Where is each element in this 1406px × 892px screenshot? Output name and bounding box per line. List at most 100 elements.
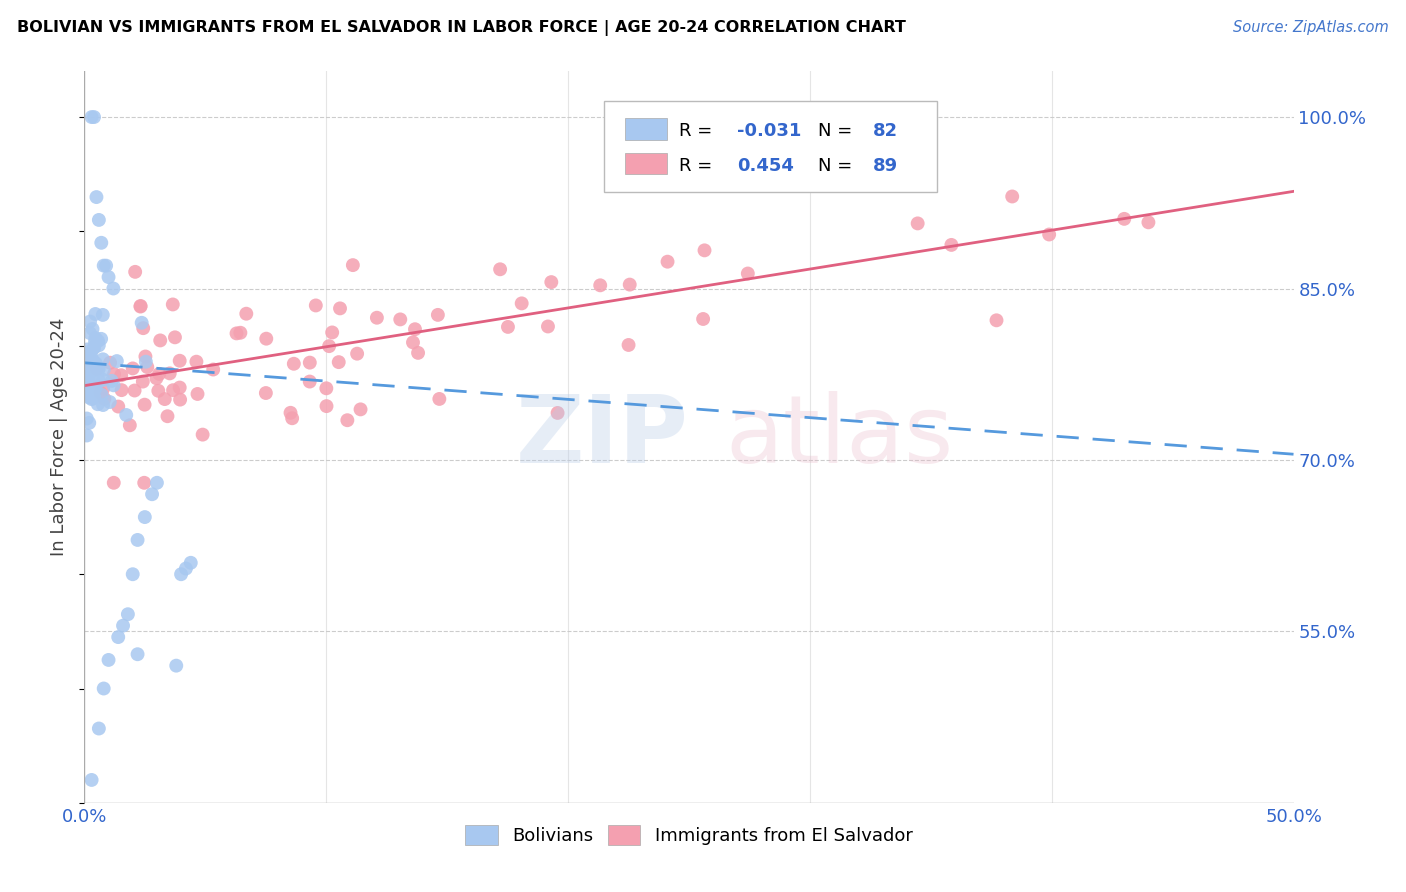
Point — [134, 475, 156, 490]
Text: BOLIVIAN VS IMMIGRANTS FROM EL SALVADOR IN LABOR FORCE | AGE 20-24 CORRELATION C: BOLIVIAN VS IMMIGRANTS FROM EL SALVADOR … — [17, 20, 905, 36]
Point — [97, 270, 120, 285]
Point — [305, 298, 328, 312]
Text: 82: 82 — [873, 122, 898, 140]
Point — [186, 387, 208, 401]
Text: ZIP: ZIP — [516, 391, 689, 483]
Point — [90, 388, 112, 402]
Point — [202, 362, 225, 376]
Point — [80, 347, 103, 361]
Point — [254, 386, 277, 401]
Point — [1137, 215, 1160, 229]
Point — [489, 262, 512, 277]
Point — [235, 307, 257, 321]
Point — [986, 313, 1008, 327]
Point — [90, 386, 112, 401]
Point — [80, 392, 103, 406]
Point — [136, 359, 159, 374]
Point — [90, 332, 112, 346]
Point — [118, 418, 141, 433]
Point — [77, 390, 100, 404]
Point — [1114, 211, 1136, 226]
Point — [537, 319, 560, 334]
Point — [76, 359, 98, 373]
Point — [170, 567, 193, 582]
Point — [710, 134, 733, 148]
Point — [1038, 227, 1060, 242]
Point — [93, 392, 115, 406]
Point — [93, 363, 115, 377]
Point — [283, 357, 305, 371]
Point — [94, 259, 117, 273]
Point — [510, 296, 533, 310]
Point — [83, 383, 105, 397]
Point — [80, 354, 103, 368]
Point — [318, 339, 340, 353]
Legend: Bolivians, Immigrants from El Salvador: Bolivians, Immigrants from El Salvador — [458, 818, 920, 852]
Point — [321, 326, 343, 340]
Point — [82, 363, 104, 377]
Point — [93, 259, 115, 273]
Text: atlas: atlas — [725, 391, 953, 483]
Text: R =: R = — [679, 157, 718, 175]
Point — [153, 392, 176, 406]
Point — [82, 388, 104, 402]
Text: -0.031: -0.031 — [737, 122, 801, 140]
Point — [129, 300, 152, 314]
Point — [315, 381, 337, 395]
Point — [162, 297, 184, 311]
Point — [145, 371, 167, 385]
Point — [329, 301, 352, 316]
Point — [281, 411, 304, 425]
Point — [110, 383, 132, 397]
Point — [83, 390, 105, 404]
Point — [162, 383, 184, 397]
Point — [336, 413, 359, 427]
Point — [83, 340, 105, 354]
Point — [496, 319, 519, 334]
Point — [315, 399, 337, 413]
Point — [547, 406, 569, 420]
Point — [87, 362, 110, 376]
Point — [180, 556, 202, 570]
Point — [186, 354, 208, 368]
Point — [82, 372, 104, 386]
Text: Source: ZipAtlas.com: Source: ZipAtlas.com — [1233, 20, 1389, 35]
Point — [124, 384, 146, 398]
Point — [79, 326, 101, 340]
Point — [87, 374, 110, 388]
Point — [692, 312, 714, 326]
Point — [91, 398, 114, 412]
Point — [121, 567, 143, 582]
Point — [77, 345, 100, 359]
Point — [134, 398, 156, 412]
Point — [163, 330, 186, 344]
Point — [146, 475, 169, 490]
Point — [115, 408, 138, 422]
Point — [82, 352, 104, 367]
Text: R =: R = — [679, 122, 718, 140]
Point — [132, 375, 155, 389]
Point — [80, 772, 103, 787]
Point — [84, 357, 107, 371]
Point — [617, 338, 640, 352]
Point — [280, 406, 302, 420]
Point — [79, 379, 101, 393]
Point — [90, 235, 112, 250]
Point — [87, 338, 110, 352]
Point — [149, 334, 172, 348]
Point — [83, 341, 105, 355]
Point — [103, 378, 125, 392]
Point — [87, 213, 110, 227]
Point — [80, 110, 103, 124]
Point — [93, 681, 115, 696]
Point — [346, 346, 368, 360]
Point — [191, 427, 214, 442]
Point — [127, 533, 149, 547]
Point — [427, 392, 450, 406]
Text: N =: N = — [818, 122, 858, 140]
Point — [84, 331, 107, 345]
Point — [107, 400, 129, 414]
FancyBboxPatch shape — [624, 118, 668, 140]
Point — [76, 343, 98, 357]
Point — [366, 310, 388, 325]
